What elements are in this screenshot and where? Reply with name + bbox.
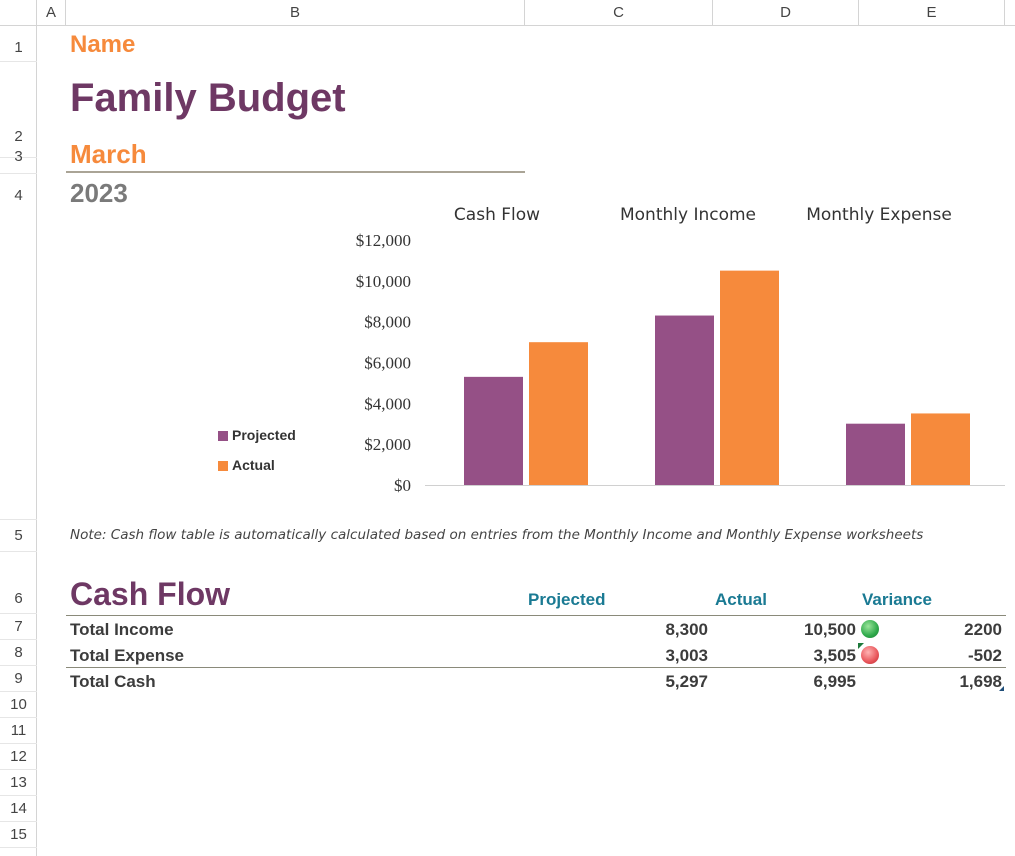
row-header-10[interactable]: 10 xyxy=(0,692,37,718)
status-red-icon xyxy=(861,646,879,664)
bar-projected-1 xyxy=(655,315,714,485)
row-header-1[interactable]: 1 xyxy=(0,26,37,62)
legend-swatch-actual xyxy=(218,461,228,471)
row-label-total-cash[interactable]: Total Cash xyxy=(70,672,156,691)
header-actual[interactable]: Actual xyxy=(715,590,767,609)
bar-actual-0 xyxy=(529,342,588,485)
month-underline xyxy=(66,171,525,173)
column-header-b[interactable]: B xyxy=(66,0,525,26)
row-label-total-income[interactable]: Total Income xyxy=(70,620,174,639)
row-header-14[interactable]: 14 xyxy=(0,796,37,822)
total-expense-variance[interactable]: -502 xyxy=(967,646,1002,665)
row-header-12[interactable]: 12 xyxy=(0,744,37,770)
category-label: Monthly Expense xyxy=(806,205,952,225)
column-header-c[interactable]: C xyxy=(525,0,713,26)
y-tick-label: $0 xyxy=(394,476,411,495)
row-header-11[interactable]: 11 xyxy=(0,718,37,744)
cash-flow-bar-chart[interactable]: $0 $2,000 $4,000 $6,000 $8,000 $10,000 $12,000… xyxy=(190,190,1005,500)
row-header-15[interactable]: 15 xyxy=(0,822,37,848)
year-cell[interactable]: 2023 xyxy=(70,178,128,208)
total-cash-projected[interactable]: 5,297 xyxy=(665,672,708,691)
row-header-9[interactable]: 9 xyxy=(0,666,37,692)
comment-indicator-icon xyxy=(858,643,864,649)
row-header-3[interactable]: 3 xyxy=(14,148,23,165)
bar-projected-0 xyxy=(464,376,523,485)
y-tick-label: $8,000 xyxy=(364,313,411,332)
header-variance[interactable]: Variance xyxy=(862,590,932,609)
row-header-3-spacer xyxy=(0,158,37,174)
total-cash-actual[interactable]: 6,995 xyxy=(813,672,856,691)
row-header-7[interactable]: 7 xyxy=(0,614,37,640)
total-income-projected[interactable]: 8,300 xyxy=(665,620,708,639)
row-header-2[interactable]: 2 xyxy=(0,62,37,158)
select-all-corner[interactable] xyxy=(0,0,37,26)
month-cell[interactable]: March xyxy=(70,139,147,169)
legend-label-actual: Actual xyxy=(232,457,275,473)
note-text[interactable]: Note: Cash flow table is automatically c… xyxy=(70,527,924,543)
total-expense-projected[interactable]: 3,003 xyxy=(665,646,708,665)
y-tick-label: $10,000 xyxy=(356,272,411,291)
budget-title[interactable]: Family Budget xyxy=(70,76,346,120)
column-header-e[interactable]: E xyxy=(859,0,1005,26)
row-header-13[interactable]: 13 xyxy=(0,770,37,796)
status-green-icon xyxy=(861,620,879,638)
row-header-6[interactable]: 6 xyxy=(0,552,37,614)
table-total-rule xyxy=(66,667,1006,668)
column-header-bar: A B C D E xyxy=(0,0,1015,26)
row-header-bar: 1 2 3 4 5 6 7 8 9 10 11 12 13 14 15 xyxy=(0,26,37,856)
row-label-total-expense[interactable]: Total Expense xyxy=(70,646,184,665)
column-header-a[interactable]: A xyxy=(37,0,66,26)
total-cash-variance[interactable]: 1,698 xyxy=(959,672,1002,691)
table-top-rule xyxy=(66,615,1006,616)
category-label: Cash Flow xyxy=(454,205,540,225)
total-expense-actual[interactable]: 3,505 xyxy=(813,646,856,665)
bar-actual-2 xyxy=(911,413,970,485)
row-header-5[interactable]: 5 xyxy=(0,520,37,552)
column-header-d[interactable]: D xyxy=(713,0,859,26)
bar-projected-2 xyxy=(846,423,905,485)
y-tick-label: $4,000 xyxy=(364,394,411,413)
y-tick-label: $2,000 xyxy=(364,435,411,454)
row-header-8[interactable]: 8 xyxy=(0,640,37,666)
y-tick-label: $6,000 xyxy=(364,354,411,373)
row-header-4[interactable]: 4 xyxy=(0,170,37,520)
cash-flow-title[interactable]: Cash Flow xyxy=(70,576,231,612)
name-cell[interactable]: Name xyxy=(70,31,136,58)
bar-actual-1 xyxy=(720,270,779,485)
legend-swatch-projected xyxy=(218,431,228,441)
cell-corner-marker-icon xyxy=(999,686,1004,691)
category-label: Monthly Income xyxy=(620,205,756,225)
total-income-actual[interactable]: 10,500 xyxy=(804,620,856,639)
y-tick-label: $12,000 xyxy=(356,231,411,250)
header-projected[interactable]: Projected xyxy=(528,590,606,609)
legend-label-projected: Projected xyxy=(232,427,296,443)
total-income-variance[interactable]: 2200 xyxy=(964,620,1002,639)
